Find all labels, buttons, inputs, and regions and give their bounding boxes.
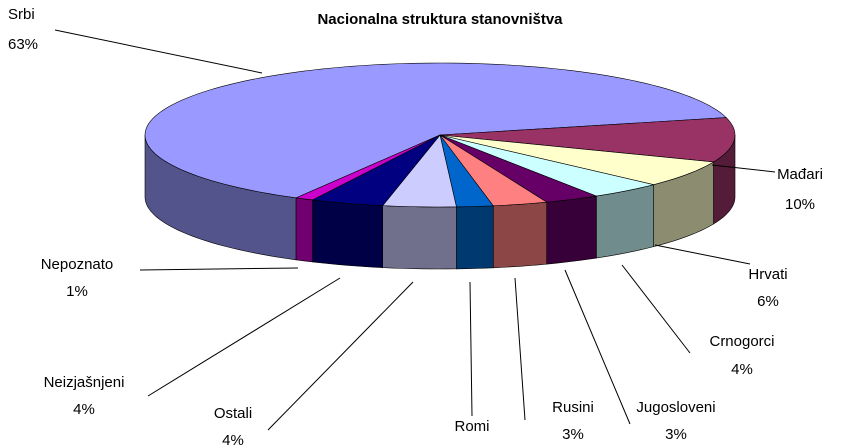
- category-label: Srbi: [8, 6, 35, 23]
- value-label: 6%: [757, 293, 779, 310]
- slice-side: [456, 205, 494, 270]
- category-label: Mađari: [777, 166, 823, 183]
- category-label: Rusini: [552, 399, 594, 416]
- slice: [439, 134, 654, 197]
- value-label: 4%: [73, 401, 95, 418]
- slice: [439, 134, 598, 203]
- value-label: 10%: [785, 196, 815, 213]
- category-label: Nepoznato: [41, 256, 114, 273]
- leader-line: [711, 164, 776, 173]
- category-label: Crnogorci: [709, 333, 774, 350]
- leader-line: [267, 281, 414, 431]
- category-label: Neizjašnjeni: [44, 374, 125, 391]
- value-label: 3%: [665, 426, 687, 443]
- leader-line: [139, 267, 299, 271]
- slice: [439, 134, 548, 207]
- category-label: Jugosloveni: [636, 399, 715, 416]
- leader-line: [147, 277, 341, 397]
- leader-line: [564, 269, 631, 425]
- leader-line: [469, 281, 473, 417]
- value-label: 63%: [8, 36, 38, 53]
- slice-side: [596, 184, 654, 259]
- leader-line: [621, 264, 691, 354]
- slice-side: [546, 195, 597, 265]
- slice: [311, 134, 441, 206]
- value-label: 4%: [731, 361, 753, 378]
- value-label: 4%: [222, 432, 244, 445]
- slice-side: [492, 201, 547, 269]
- value-label: 3%: [562, 426, 584, 443]
- leader-line: [514, 277, 526, 421]
- slice: [439, 134, 715, 185]
- leader-line: [654, 244, 751, 265]
- category-label: Hrvati: [748, 266, 787, 283]
- category-label: Ostali: [214, 405, 252, 422]
- slice: [144, 62, 727, 199]
- slice-side: [295, 197, 313, 263]
- chart-title: Nacionalna struktura stanovništva: [317, 11, 563, 28]
- slice: [382, 134, 457, 208]
- category-label: Romi: [454, 418, 489, 435]
- slice-side: [312, 199, 384, 268]
- slice-side: [382, 205, 457, 270]
- slice: [439, 117, 736, 163]
- value-label: 1%: [66, 283, 88, 300]
- slice: [294, 134, 441, 201]
- leader-line: [54, 29, 263, 74]
